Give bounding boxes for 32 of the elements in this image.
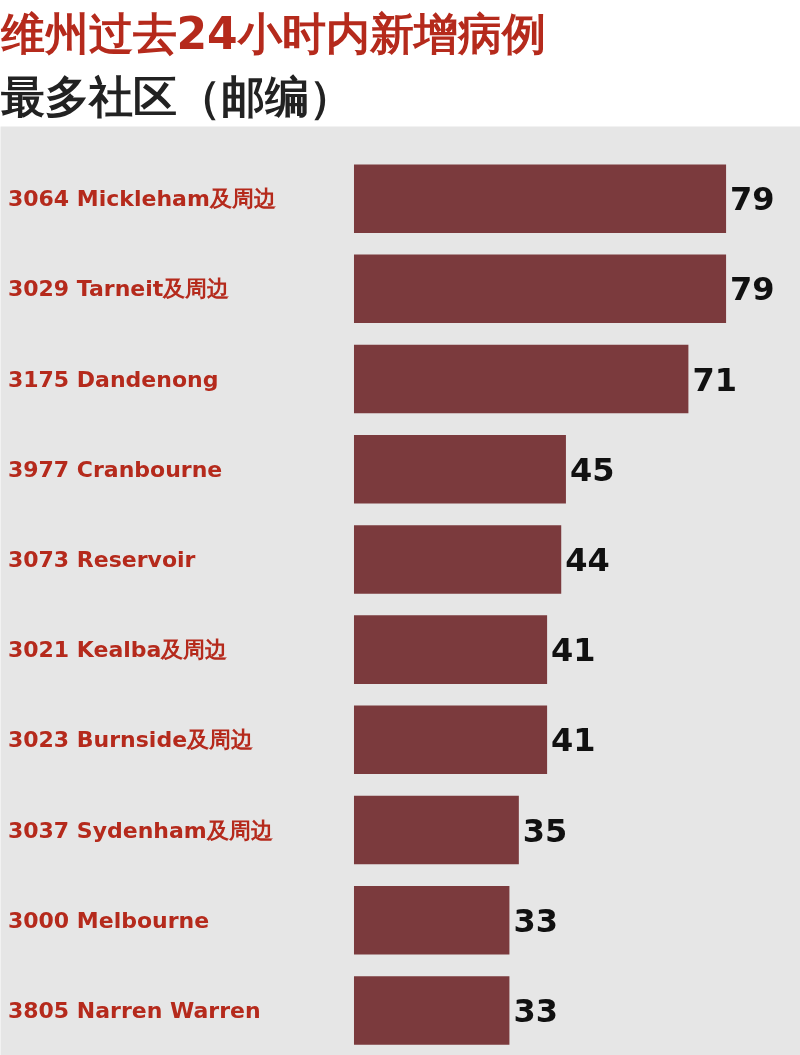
bar [353, 705, 548, 775]
y-tick-label: 3023 Burnside及周边 [7, 727, 255, 753]
data-label: 45 [569, 450, 615, 489]
bar [353, 885, 510, 955]
data-label: 41 [551, 721, 596, 760]
data-label: 71 [692, 360, 737, 399]
bar [353, 525, 562, 594]
y-tick-label: 3037 Sydenham及周边 [7, 817, 274, 843]
y-tick-label: 3021 Kealba及周边 [7, 637, 229, 663]
bar [353, 344, 689, 414]
chart-title: 维州过去24小时内新增病例 [0, 7, 546, 59]
y-tick-label: 3029 Tarneit及周边 [7, 276, 231, 302]
data-label: 79 [730, 180, 775, 219]
data-label: 41 [551, 631, 596, 670]
bar [353, 254, 727, 324]
chart-subtitle: 最多社区（邮编） [0, 70, 353, 122]
data-label: 35 [522, 811, 568, 850]
bar [353, 164, 727, 233]
y-tick-label: 3175 Dandenong [7, 366, 219, 392]
y-tick-label: 3805 Narren Warren [7, 997, 261, 1023]
y-tick-label: 3064 Mickleham及周边 [7, 186, 277, 212]
y-tick-label: 3073 Reservoir [7, 546, 196, 572]
bar [353, 434, 566, 504]
bar [353, 615, 548, 684]
y-tick-label: 3977 Cranbourne [7, 456, 223, 482]
data-label: 33 [513, 991, 558, 1030]
y-tick-label: 3000 Melbourne [7, 907, 210, 933]
bar [353, 795, 519, 865]
data-label: 33 [513, 901, 558, 940]
data-label: 79 [730, 270, 775, 309]
data-label: 44 [565, 540, 610, 579]
bar [353, 976, 510, 1045]
